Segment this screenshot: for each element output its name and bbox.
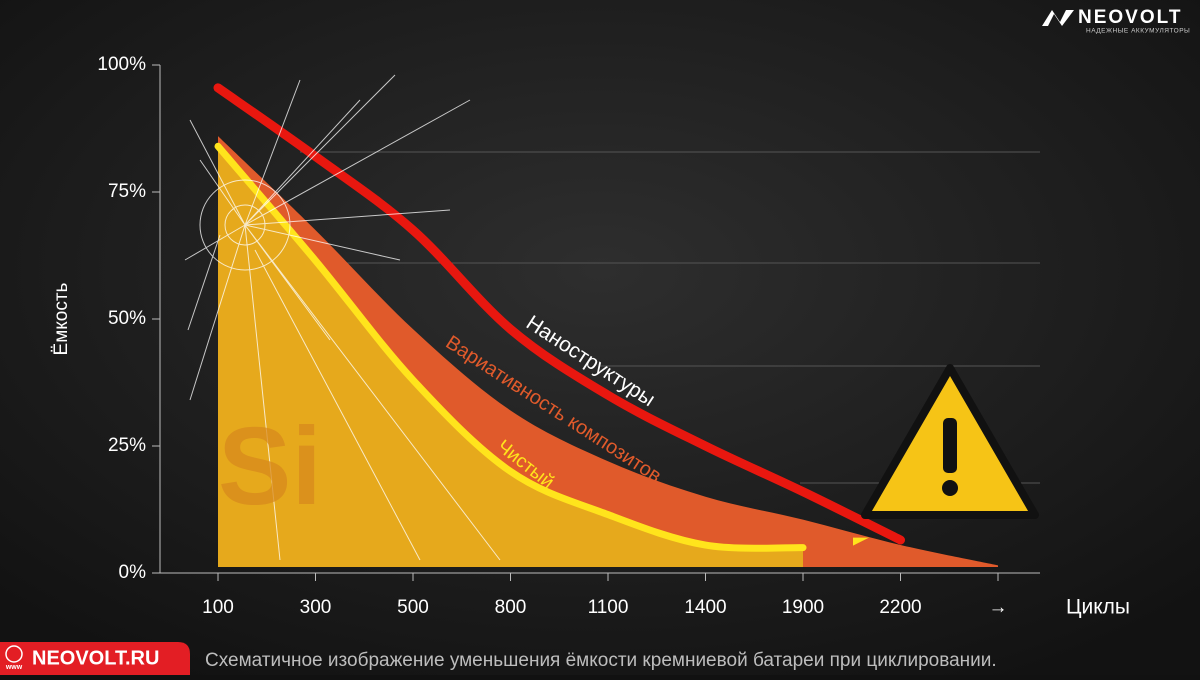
area [218,146,803,567]
x-tick-label: 500 [397,597,429,618]
arrow-head [853,537,869,546]
plot [213,83,998,567]
y-tick-label: 75% [108,181,146,202]
x-tick-label: → [989,597,1008,618]
x-tick-label: 1400 [684,597,726,618]
brand-tagline: НАДЕЖНЫЕ АККУМУЛЯТОРЫ [1086,28,1190,35]
globe-icon [5,645,23,663]
line [213,83,905,545]
x-tick-label: 800 [495,597,527,618]
y-tick-label: 25% [108,435,146,456]
caption: Схематичное изображение уменьшения ёмкос… [205,650,997,671]
x-tick-label: 1900 [782,597,824,618]
warning-sign [861,364,1039,519]
x-axis-label: Циклы [1066,596,1130,619]
logo: NEOVOLT НАДЕЖНЫЕ АККУМУЛЯТОРЫ [1042,7,1190,35]
x-tick-label: 300 [300,597,332,618]
y-tick-label: 50% [108,308,146,329]
crack [184,74,501,561]
brand-name: NEOVOLT [1078,7,1182,28]
y-tick-label: 0% [119,562,147,583]
footer-tab [0,642,190,675]
x-tick-label: 100 [202,597,234,618]
footer-site: NEOVOLT.RU [32,647,159,669]
footer-www: www [5,664,23,671]
y-axis-label: Ёмкость [51,282,72,355]
x-tick-label: 2200 [879,597,921,618]
y-tick-label: 100% [97,54,146,75]
line [214,142,807,552]
annotation: Si [218,405,322,528]
x-tick-label: 1100 [588,597,629,618]
